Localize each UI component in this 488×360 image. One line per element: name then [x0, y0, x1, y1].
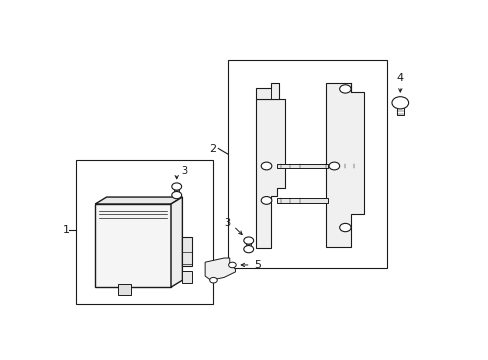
Bar [245, 240, 251, 246]
Circle shape [171, 183, 181, 190]
Circle shape [244, 237, 253, 244]
Bar [118, 284, 131, 296]
Polygon shape [256, 84, 279, 99]
Circle shape [391, 97, 408, 109]
Bar [277, 198, 327, 203]
Circle shape [339, 223, 350, 232]
Bar [277, 164, 327, 168]
Circle shape [339, 85, 350, 93]
Bar [396, 103, 403, 115]
Bar [182, 270, 191, 283]
Circle shape [228, 262, 236, 268]
Polygon shape [256, 99, 284, 248]
Circle shape [244, 246, 253, 253]
Text: 2: 2 [209, 144, 216, 153]
Polygon shape [95, 197, 182, 204]
Text: 5: 5 [254, 260, 261, 270]
Text: 3: 3 [181, 166, 187, 176]
Circle shape [328, 162, 339, 170]
Circle shape [209, 278, 217, 283]
Polygon shape [205, 258, 235, 280]
Circle shape [261, 162, 271, 170]
Text: 3: 3 [224, 218, 230, 228]
Circle shape [171, 192, 181, 199]
Text: 4: 4 [396, 73, 403, 84]
Polygon shape [326, 84, 364, 247]
Bar [174, 186, 179, 192]
Bar [227, 60, 386, 268]
Bar [182, 237, 191, 266]
Bar [95, 204, 171, 287]
Circle shape [261, 197, 271, 204]
Polygon shape [171, 197, 182, 287]
Bar [76, 159, 212, 304]
Text: 1: 1 [63, 225, 70, 235]
